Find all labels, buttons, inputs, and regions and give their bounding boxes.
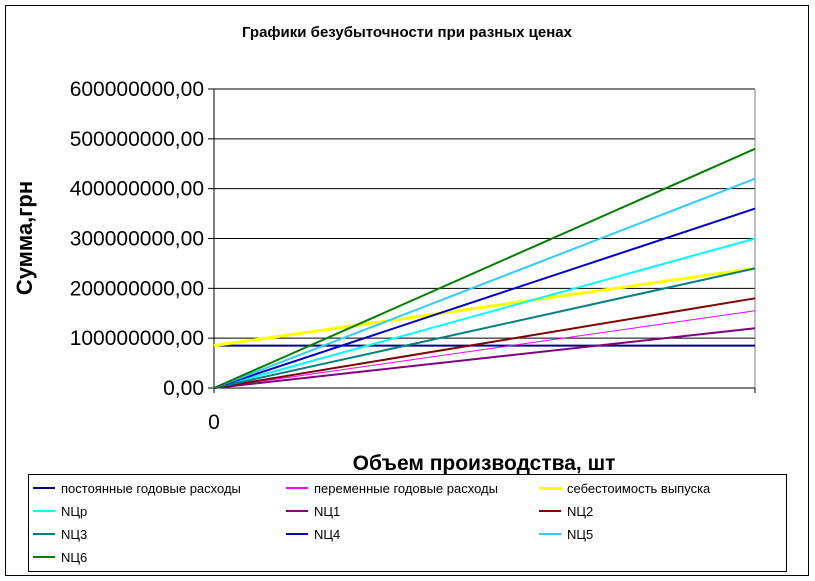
y-tick-label: 400000000,00 <box>70 178 204 201</box>
legend-swatch <box>286 533 308 535</box>
series-line-9 <box>213 177 756 389</box>
legend-item: NЦр <box>33 502 87 520</box>
series-line-5 <box>213 327 756 389</box>
series-line-10 <box>213 147 756 389</box>
y-tick-label: 200000000,00 <box>70 277 204 300</box>
legend-label: NЦ6 <box>61 549 88 565</box>
legend-label: NЦ4 <box>314 526 341 542</box>
legend-item: себестоимость выпуска <box>539 479 710 497</box>
chart-title: Графики безубыточности при разных ценах <box>242 24 573 41</box>
gridlines <box>214 88 755 339</box>
legend-item: NЦ2 <box>539 502 593 520</box>
y-tick-label: 500000000,00 <box>70 128 204 151</box>
legend-label: постоянные годовые расходы <box>61 480 241 496</box>
legend-label: NЦ5 <box>567 526 594 542</box>
legend-swatch <box>539 533 561 535</box>
legend-swatch <box>33 487 55 489</box>
legend-swatch <box>539 510 561 512</box>
x-tick-label: 0 <box>208 411 220 434</box>
series-line-4 <box>213 237 756 389</box>
y-tick-label: 0,00 <box>163 377 204 400</box>
series-line-6 <box>213 297 756 389</box>
series-lines <box>213 147 756 389</box>
y-tick-label: 100000000,00 <box>70 327 204 350</box>
legend-swatch <box>539 486 561 490</box>
legend-item: NЦ6 <box>33 548 87 566</box>
y-tick-label: 300000000,00 <box>70 228 204 251</box>
legend-swatch <box>286 487 308 489</box>
series-line-8 <box>213 207 756 389</box>
series-line-3 <box>213 266 756 348</box>
legend-item: NЦ4 <box>286 525 340 543</box>
legend-item: постоянные годовые расходы <box>33 479 241 497</box>
series-line-2 <box>213 310 756 389</box>
y-axis-label: Сумма,грн <box>12 181 37 295</box>
legend-item: NЦ3 <box>33 525 87 543</box>
legend-swatch <box>33 533 55 535</box>
x-axis-label: Объем производства, шт <box>353 452 616 475</box>
legend-label: NЦ2 <box>567 503 594 519</box>
legend-label: NЦ3 <box>61 526 88 542</box>
legend-swatch <box>33 510 55 512</box>
legend-item: NЦ1 <box>286 502 340 520</box>
legend-label: переменные годовые расходы <box>314 480 498 496</box>
chart-legend: постоянные годовые расходы переменные год… <box>28 474 787 572</box>
legend-item: переменные годовые расходы <box>286 479 498 497</box>
legend-swatch <box>33 556 55 558</box>
legend-label: NЦр <box>61 503 88 519</box>
legend-label: себестоимость выпуска <box>567 480 711 496</box>
legend-swatch <box>286 510 308 512</box>
series-line-7 <box>213 267 756 389</box>
legend-item: NЦ5 <box>539 525 593 543</box>
legend-label: NЦ1 <box>314 503 341 519</box>
y-tick-label: 600000000,00 <box>70 78 204 101</box>
y-axis-ticks: 0,00 100000000,00 200000000,00 300000000,00… <box>70 78 214 400</box>
